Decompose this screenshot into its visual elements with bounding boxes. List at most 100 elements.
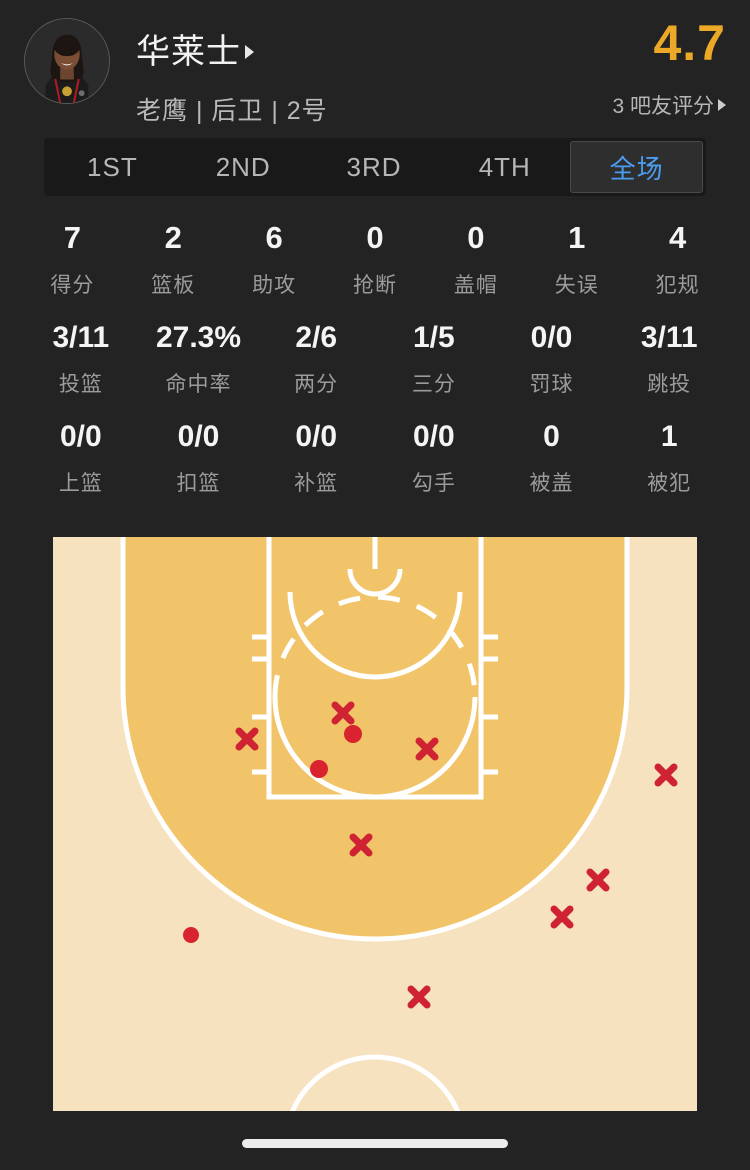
stat-value: 27.3% — [155, 321, 242, 354]
stat-rebounds: 2 篮板 — [123, 220, 224, 299]
stat-assists: 6 助攻 — [224, 220, 325, 299]
stat-fouls-drawn: 1 被犯 — [610, 420, 728, 497]
chevron-right-icon — [718, 99, 726, 111]
stat-value: 3/11 — [52, 321, 110, 354]
stat-dunks: 0/0 扣篮 — [140, 420, 258, 497]
stat-shots-blocked: 0 被盖 — [493, 420, 611, 497]
lane-hash-marks-right — [481, 634, 498, 775]
stat-putbacks: 0/0 补篮 — [257, 420, 375, 497]
stat-label: 跳投 — [647, 373, 692, 396]
home-indicator[interactable] — [242, 1139, 508, 1148]
stat-row-shot-types: 0/0 上篮 0/0 扣篮 0/0 补篮 0/0 勾手 0 被盖 1 被犯 — [22, 420, 728, 497]
tab-4th[interactable]: 4TH — [478, 151, 531, 182]
stat-label: 罚球 — [529, 373, 574, 396]
stat-label: 三分 — [411, 373, 456, 396]
stat-value: 0 — [366, 220, 384, 255]
stat-label: 抢断 — [353, 274, 397, 297]
tab-1st[interactable]: 1ST — [87, 151, 138, 182]
free-throw-circle-solid — [272, 696, 478, 800]
tab-2nd[interactable]: 2ND — [215, 151, 271, 182]
stat-jump-shots: 3/11 跳投 — [610, 321, 728, 398]
stat-row-shooting: 3/11 投篮 27.3% 命中率 2/6 两分 1/5 三分 0/0 罚球 3… — [22, 321, 728, 398]
missed-shot-marker[interactable] — [331, 701, 355, 725]
stat-free-throws: 0/0 罚球 — [493, 321, 611, 398]
stat-field-goals: 3/11 投篮 — [22, 321, 140, 398]
stat-label: 命中率 — [165, 373, 232, 396]
stat-points: 7 得分 — [22, 220, 123, 299]
three-point-line — [120, 537, 630, 942]
stat-label: 得分 — [50, 274, 95, 297]
stat-label: 上篮 — [58, 472, 103, 495]
shot-markers — [183, 701, 678, 1009]
hoop-rim-icon — [347, 568, 403, 597]
stat-label: 被犯 — [647, 472, 692, 495]
missed-shot-marker[interactable] — [349, 833, 373, 857]
stat-two-pointers: 2/6 两分 — [257, 321, 375, 398]
rating-block[interactable]: 4.7 3 吧友评分 — [612, 14, 726, 120]
stat-label: 盖帽 — [453, 274, 498, 297]
stat-value: 1 — [568, 220, 586, 255]
rating-value: 4.7 — [653, 15, 726, 71]
stat-label: 助攻 — [252, 274, 297, 297]
court-graphic — [53, 537, 697, 1111]
avatar[interactable] — [24, 18, 110, 104]
stat-value: 0 — [467, 220, 485, 255]
stat-layups: 0/0 上篮 — [22, 420, 140, 497]
player-name-row[interactable]: 华莱士 — [136, 24, 612, 73]
made-shot-marker[interactable] — [183, 927, 199, 943]
missed-shot-marker[interactable] — [415, 737, 439, 761]
stat-value: 6 — [265, 220, 283, 255]
player-meta: 老鹰 | 后卫 | 2号 — [136, 97, 328, 125]
free-throw-circle-dashed — [272, 594, 478, 698]
player-header: 华莱士 老鹰 | 后卫 | 2号 4.7 3 吧友评分 — [0, 0, 750, 132]
stats-panel: 7 得分 2 篮板 6 助攻 0 抢断 0 盖帽 1 失误 — [0, 220, 750, 497]
shot-chart[interactable] — [53, 537, 697, 1111]
stat-value: 0/0 — [177, 420, 220, 453]
stat-label: 补篮 — [294, 472, 339, 495]
three-point-area — [123, 537, 627, 939]
stat-row-basic: 7 得分 2 篮板 6 助攻 0 抢断 0 盖帽 1 失误 — [22, 220, 728, 299]
stat-turnovers: 1 失误 — [526, 220, 627, 299]
stat-value: 1 — [660, 420, 678, 453]
stat-value: 4 — [668, 220, 687, 255]
made-shot-marker[interactable] — [310, 760, 328, 778]
stat-fg-percent: 27.3% 命中率 — [140, 321, 258, 398]
stat-label: 两分 — [294, 373, 339, 396]
stat-fouls: 4 犯规 — [627, 220, 728, 299]
stat-value: 2 — [164, 220, 182, 255]
center-circle — [289, 1054, 461, 1111]
stat-value: 0/0 — [530, 321, 573, 354]
stat-value: 7 — [63, 220, 82, 255]
stat-value: 2/6 — [295, 321, 338, 354]
rating-sub-row[interactable]: 3 吧友评分 — [612, 90, 726, 120]
stat-hook-shots: 0/0 勾手 — [375, 420, 493, 497]
tab-3rd[interactable]: 3RD — [346, 151, 402, 182]
stat-label: 勾手 — [411, 472, 456, 495]
rating-sub-label: 3 吧友评分 — [612, 95, 714, 118]
stat-value: 0/0 — [295, 420, 338, 453]
stat-label: 篮板 — [151, 274, 196, 297]
tab-full-game[interactable]: 全场 — [570, 141, 703, 193]
stat-three-pointers: 1/5 三分 — [375, 321, 493, 398]
stat-label: 被盖 — [529, 472, 574, 495]
period-tabs: 1ST 2ND 3RD 4TH 全场 — [44, 138, 706, 196]
missed-shot-marker[interactable] — [235, 727, 259, 751]
missed-shot-marker[interactable] — [550, 905, 574, 929]
made-shot-marker[interactable] — [344, 725, 362, 743]
player-headshot-icon — [25, 19, 109, 103]
chevron-right-icon — [245, 44, 254, 59]
missed-shot-marker[interactable] — [586, 868, 610, 892]
stat-value: 3/11 — [640, 321, 698, 354]
player-info: 华莱士 老鹰 | 后卫 | 2号 — [136, 14, 612, 127]
stat-label: 犯规 — [655, 274, 700, 297]
stat-label: 投篮 — [58, 373, 103, 396]
missed-shot-marker[interactable] — [654, 763, 678, 787]
stat-value: 1/5 — [412, 321, 455, 354]
player-name: 华莱士 — [136, 33, 241, 71]
missed-shot-marker[interactable] — [407, 985, 431, 1009]
stat-value: 0/0 — [59, 420, 102, 453]
stat-steals: 0 抢断 — [325, 220, 426, 299]
stat-blocks: 0 盖帽 — [425, 220, 526, 299]
stat-label: 失误 — [554, 274, 599, 297]
